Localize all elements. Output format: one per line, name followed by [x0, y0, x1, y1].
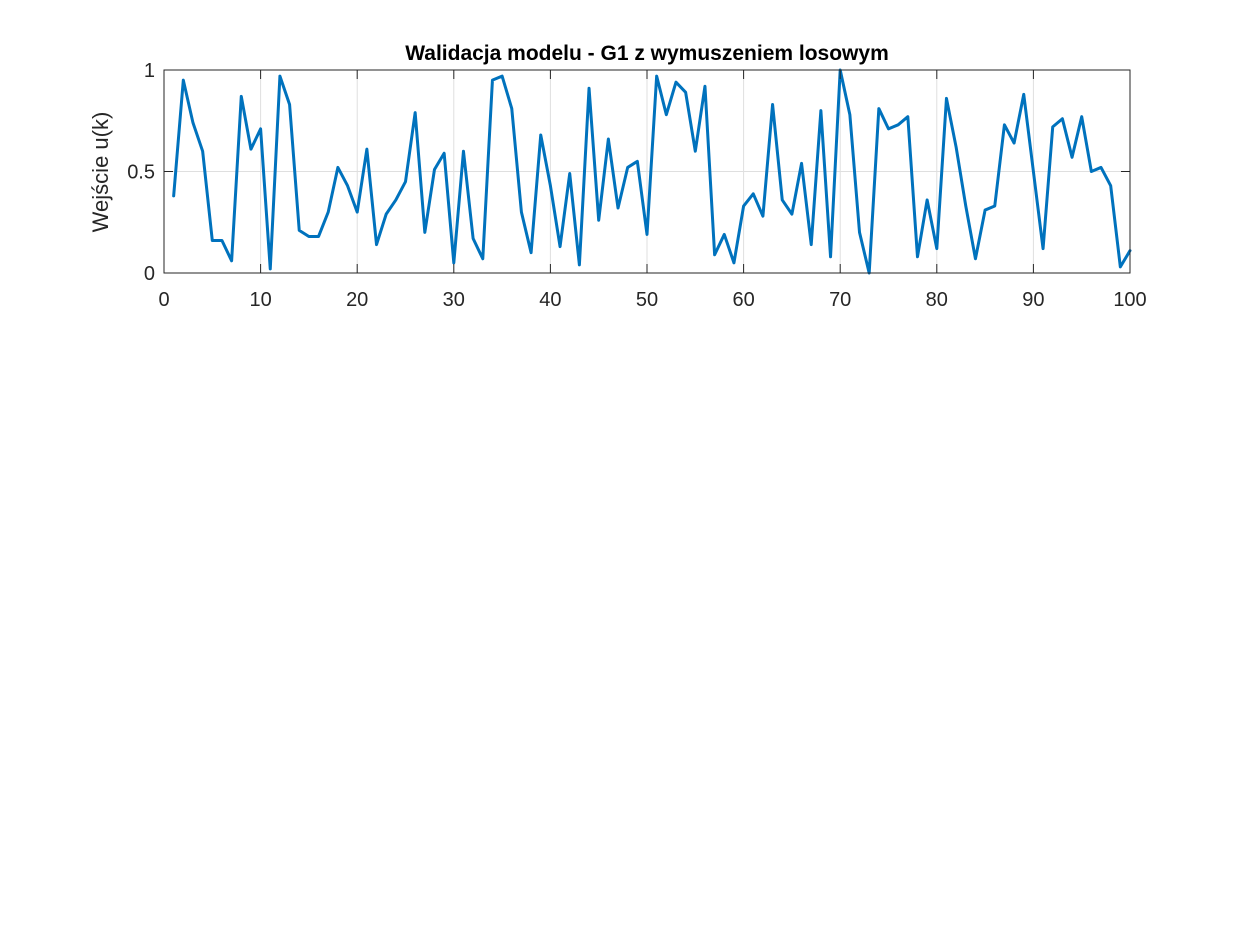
x-tick-label: 10 [249, 289, 271, 311]
series-line [172, 68, 1132, 275]
x-tick-label: 70 [829, 289, 851, 311]
y-tick-label: 0.5 [127, 162, 155, 184]
x-tick-label: 50 [636, 289, 658, 311]
y-axis-label: Wejście u(k) [88, 112, 113, 233]
x-tick-label: 90 [1022, 289, 1044, 311]
x-tick-label: 100 [1113, 289, 1146, 311]
chart-title: Walidacja modelu - G1 z wymuszeniem loso… [405, 42, 889, 65]
x-tick-label: 60 [732, 289, 754, 311]
x-tick-label: 0 [158, 289, 169, 311]
y-tick-labels: 00.51 [127, 60, 155, 285]
x-tick-label: 40 [539, 289, 561, 311]
y-tick-label: 1 [144, 60, 155, 82]
ticks [163, 69, 1131, 274]
x-tick-label: 20 [346, 289, 368, 311]
y-tick-label: 0 [144, 263, 155, 285]
x-tick-label: 80 [926, 289, 948, 311]
x-tick-labels: 0 10 20 30 40 50 60 70 80 90 100 [158, 289, 1146, 311]
x-tick-label: 30 [443, 289, 465, 311]
